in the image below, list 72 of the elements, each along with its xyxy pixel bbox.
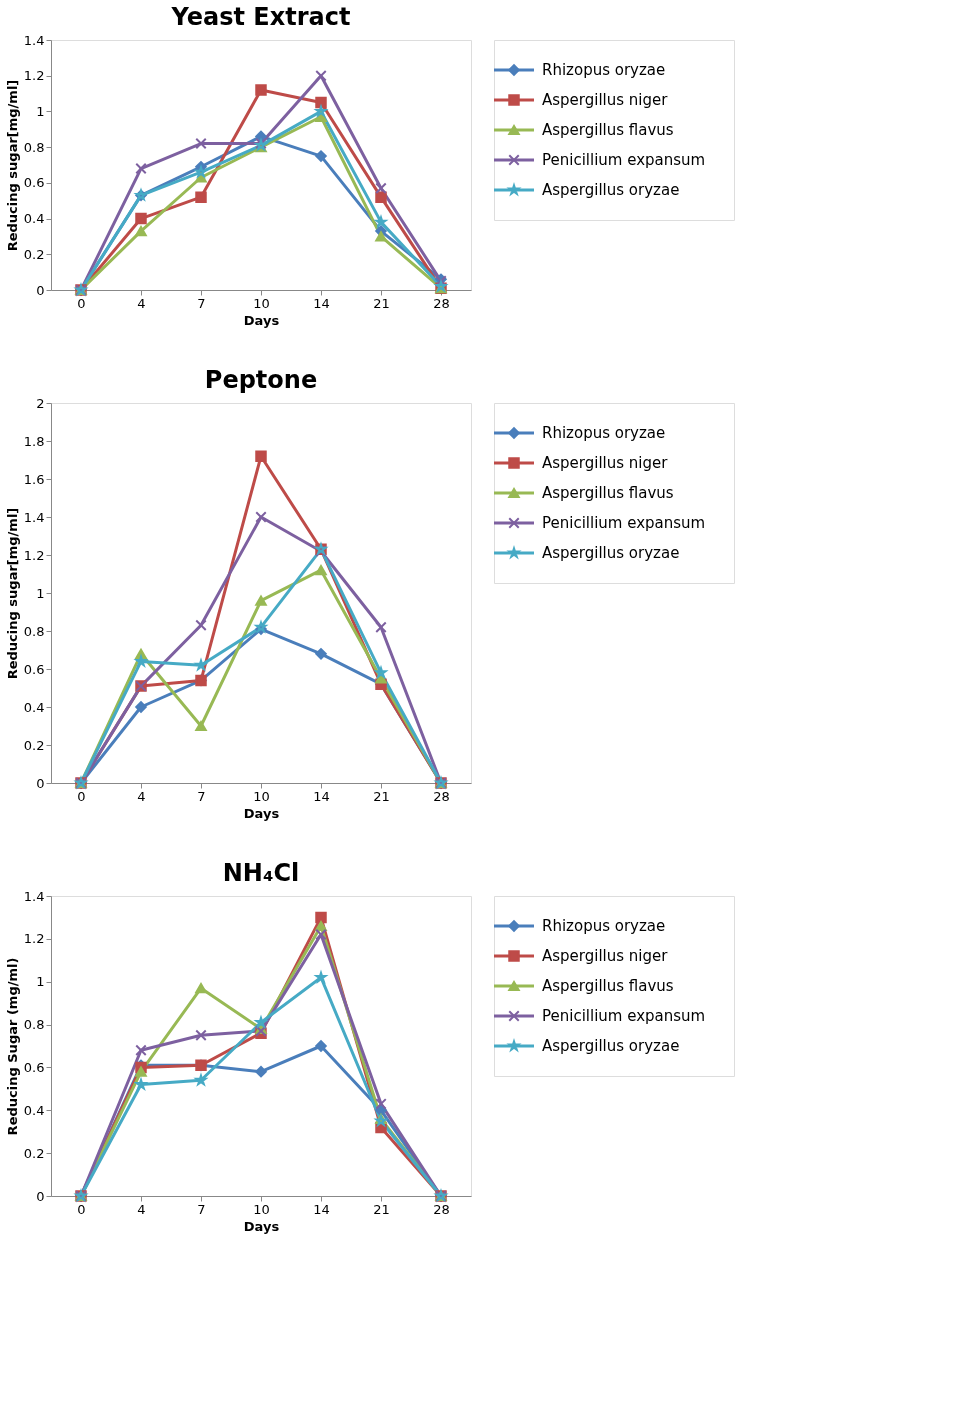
y-tick-label: 0.4 bbox=[23, 699, 45, 715]
legend-label: Penicillium expansum bbox=[542, 514, 706, 532]
legend-label: Aspergillus oryzae bbox=[542, 1037, 680, 1055]
legend-label: Aspergillus niger bbox=[542, 947, 669, 965]
chart-title: Peptone bbox=[204, 366, 318, 394]
legend-label: Penicillium expansum bbox=[542, 1007, 706, 1025]
y-tick-label: 1 bbox=[36, 974, 45, 990]
y-tick-label: 0 bbox=[36, 775, 45, 791]
y-tick-label: 1.2 bbox=[23, 931, 45, 947]
x-tick-label: 14 bbox=[313, 788, 330, 804]
legend-label: Rhizopus oryzae bbox=[542, 424, 666, 442]
x-tick-label: 4 bbox=[137, 1201, 146, 1217]
x-tick-label: 4 bbox=[137, 295, 146, 311]
legend-label: Aspergillus niger bbox=[542, 91, 669, 109]
x-tick-label: 21 bbox=[373, 788, 390, 804]
legend-label: Aspergillus oryzae bbox=[542, 544, 680, 562]
legend-label: Aspergillus flavus bbox=[542, 121, 674, 139]
y-axis-title: Reducing Sugar (mg/ml) bbox=[4, 957, 20, 1136]
x-tick-label: 14 bbox=[313, 295, 330, 311]
y-axis-title: Reducing sugar[mg/ml] bbox=[4, 79, 20, 252]
y-tick-label: 1.4 bbox=[23, 509, 45, 525]
x-tick-label: 10 bbox=[253, 295, 270, 311]
x-tick-label: 10 bbox=[253, 788, 270, 804]
y-tick-label: 1.2 bbox=[23, 68, 45, 84]
y-tick-label: 1.6 bbox=[23, 471, 45, 487]
legend-label: Rhizopus oryzae bbox=[542, 917, 666, 935]
y-tick-label: 0.4 bbox=[23, 1102, 45, 1118]
x-tick-label: 0 bbox=[77, 788, 86, 804]
x-tick-label: 28 bbox=[433, 295, 450, 311]
x-tick-label: 0 bbox=[77, 295, 86, 311]
legend-label: Aspergillus flavus bbox=[542, 977, 674, 995]
x-tick-label: 14 bbox=[313, 1201, 330, 1217]
x-tick-label: 21 bbox=[373, 295, 390, 311]
chart-title: Yeast Extract bbox=[170, 3, 351, 31]
x-axis-title: Days bbox=[243, 312, 280, 328]
y-tick-label: 0.8 bbox=[23, 623, 45, 639]
x-tick-label: 7 bbox=[197, 1201, 206, 1217]
legend-label: Rhizopus oryzae bbox=[542, 61, 666, 79]
y-tick-label: 1 bbox=[36, 585, 45, 601]
y-tick-label: 0.2 bbox=[23, 737, 45, 753]
x-tick-label: 28 bbox=[433, 788, 450, 804]
y-tick-label: 1.8 bbox=[23, 433, 45, 449]
y-tick-label: 0.6 bbox=[23, 175, 45, 191]
y-tick-label: 0.4 bbox=[23, 211, 45, 227]
x-axis-title: Days bbox=[243, 1218, 280, 1234]
y-tick-label: 1 bbox=[36, 103, 45, 119]
y-tick-label: 0.8 bbox=[23, 139, 45, 155]
y-tick-label: 1.4 bbox=[23, 888, 45, 904]
y-tick-label: 1.4 bbox=[23, 32, 45, 48]
y-tick-label: 0.2 bbox=[23, 246, 45, 262]
y-tick-label: 2 bbox=[36, 395, 45, 411]
legend-label: Penicillium expansum bbox=[542, 151, 706, 169]
x-tick-label: 0 bbox=[77, 1201, 86, 1217]
y-tick-label: 0.6 bbox=[23, 661, 45, 677]
y-tick-label: 0.8 bbox=[23, 1017, 45, 1033]
y-tick-label: 0 bbox=[36, 1188, 45, 1204]
x-tick-label: 21 bbox=[373, 1201, 390, 1217]
x-tick-label: 7 bbox=[197, 788, 206, 804]
y-axis-title: Reducing sugar[mg/ml] bbox=[4, 507, 20, 680]
legend-label: Aspergillus niger bbox=[542, 454, 669, 472]
y-tick-label: 1.2 bbox=[23, 547, 45, 563]
x-tick-label: 4 bbox=[137, 788, 146, 804]
x-axis-title: Days bbox=[243, 805, 280, 821]
legend-label: Aspergillus flavus bbox=[542, 484, 674, 502]
legend-label: Aspergillus oryzae bbox=[542, 181, 680, 199]
x-tick-label: 28 bbox=[433, 1201, 450, 1217]
x-tick-label: 10 bbox=[253, 1201, 270, 1217]
y-tick-label: 0.2 bbox=[23, 1145, 45, 1161]
x-tick-label: 7 bbox=[197, 295, 206, 311]
y-tick-label: 0.6 bbox=[23, 1059, 45, 1075]
y-tick-label: 0 bbox=[36, 282, 45, 298]
chart-title: NH₄Cl bbox=[222, 859, 300, 887]
